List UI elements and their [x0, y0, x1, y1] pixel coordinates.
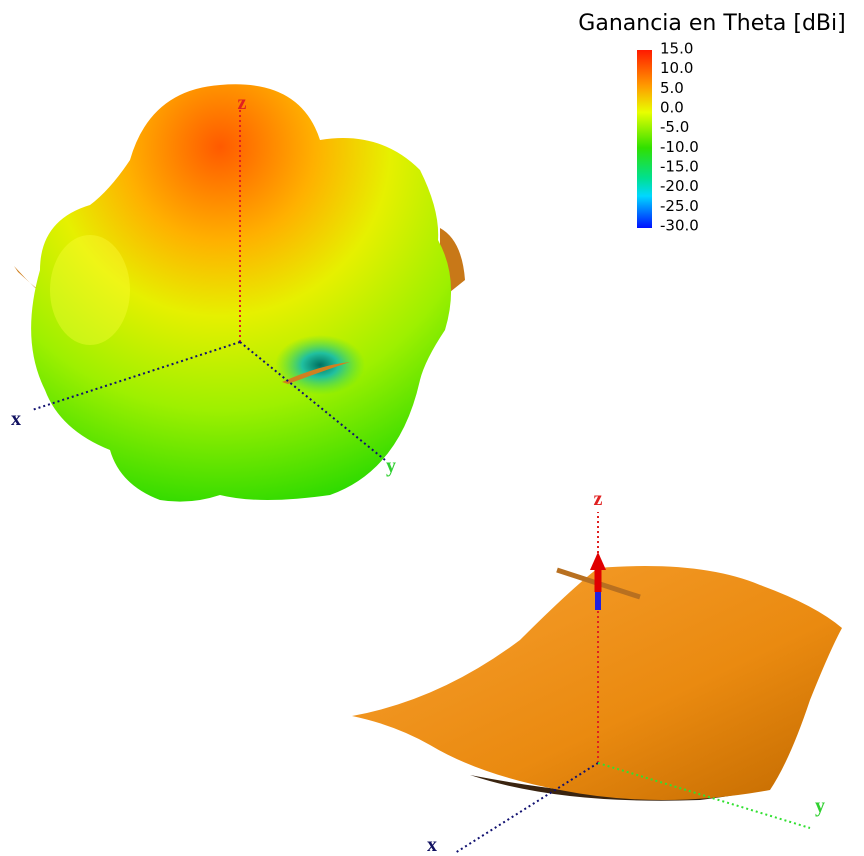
colorbar-title: Ganancia en Theta [dBi]	[578, 11, 845, 36]
colorbar-tick-label: -30.0	[660, 217, 699, 235]
reflector-edge	[282, 362, 350, 384]
colorbar-tick-label: -25.0	[660, 197, 699, 215]
feed-arrow	[590, 552, 606, 570]
colorbar-tick-label: 5.0	[660, 79, 684, 97]
antenna-view: z x y	[352, 488, 842, 856]
axis-label: x	[427, 834, 437, 856]
axis-label: y	[815, 795, 825, 817]
dish	[352, 566, 842, 800]
pattern-view: z x y	[11, 84, 465, 502]
pattern-surface	[31, 84, 452, 502]
pattern-null	[275, 335, 365, 395]
colorbar-tick-label: -5.0	[660, 118, 689, 136]
pattern-highlight	[50, 235, 130, 345]
axis-x	[31, 341, 241, 411]
axis-y	[239, 341, 386, 461]
axis-x	[454, 762, 599, 854]
colorbar-tick-label: 10.0	[660, 59, 693, 77]
colorbar-scale	[637, 50, 652, 228]
axis-y	[597, 762, 811, 829]
colorbar-tick-label: 0.0	[660, 99, 684, 117]
colorbar-tick-label: -20.0	[660, 177, 699, 195]
axis-label: z	[594, 488, 603, 510]
colorbar: Ganancia en Theta [dBi] 15.010.0 5.0 0.0-5…	[578, 11, 845, 235]
colorbar-tick-label: -10.0	[660, 138, 699, 156]
colorbar-tick-label: 15.0	[660, 40, 693, 58]
axis-label: x	[11, 408, 21, 430]
axis-label: y	[386, 455, 396, 477]
axis-label: z	[238, 92, 247, 114]
colorbar-tick-label: -15.0	[660, 158, 699, 176]
